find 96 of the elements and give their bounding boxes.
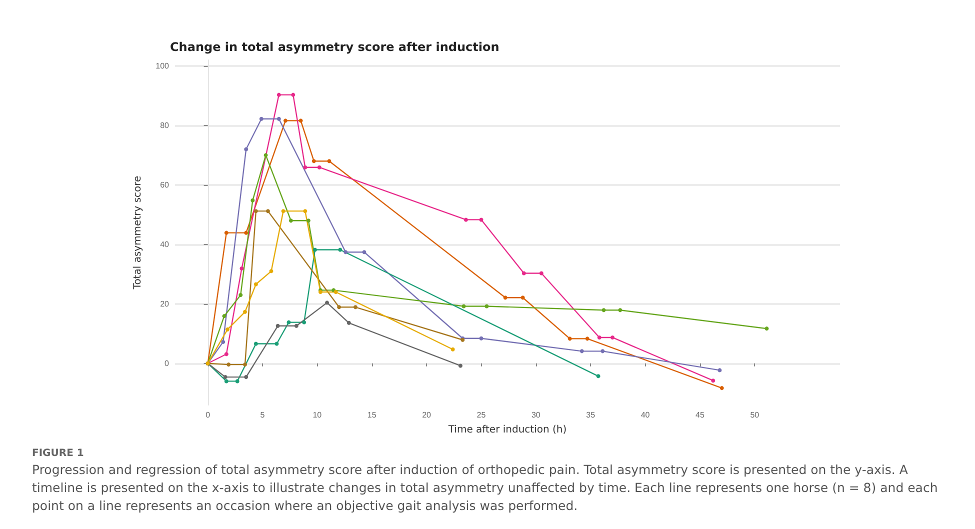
point [224, 352, 228, 356]
point [306, 218, 310, 223]
point [244, 375, 248, 380]
point [711, 378, 716, 383]
point [325, 300, 330, 305]
chart-title: Change in total asymmetry score after induction [170, 40, 500, 54]
point [313, 248, 317, 252]
point [303, 165, 308, 170]
x-tick-label: 5 [260, 410, 266, 420]
point [568, 336, 572, 341]
point [450, 347, 455, 352]
point [240, 266, 244, 270]
x-tick-label: 45 [696, 410, 705, 420]
text: Progression and regression of total asymmetry score after induction of orthopedic pain. Total asymmetry score is presented on the y-axis. A timeline is presented on the x-axis to illustrate changes in total asymmetry unaffected by time. Each line represents one horse (n = 8) and each point on a line represents an occasion where an objective gait analysis was performed. [32, 461, 939, 515]
point [243, 310, 247, 314]
point [338, 248, 342, 252]
x-tick-label: 20 [422, 410, 432, 420]
point [221, 340, 226, 344]
point [243, 362, 247, 367]
point [226, 362, 231, 367]
point [317, 165, 322, 170]
point [223, 375, 228, 380]
point [346, 320, 351, 325]
point [259, 116, 264, 121]
point [298, 118, 303, 123]
point [720, 386, 724, 390]
point [224, 230, 228, 235]
point [276, 92, 281, 97]
point [458, 364, 462, 368]
point [244, 147, 248, 152]
x-tick-label: 25 [476, 410, 486, 420]
y-axis-title: Total asymmetry score [132, 176, 144, 290]
point [503, 296, 508, 300]
x-tick-label: 30 [531, 410, 541, 420]
point [264, 153, 268, 158]
y-tick-label: 60 [160, 180, 170, 190]
y-tick-label: 100 [156, 61, 170, 70]
x-tick-label: 10 [312, 410, 322, 420]
caption: FIGURE 1 [32, 448, 85, 459]
point [291, 92, 296, 97]
point [226, 327, 230, 332]
point [224, 379, 228, 384]
y-tick-label: 0 [164, 358, 170, 368]
point [222, 314, 226, 318]
point [520, 296, 525, 300]
point [294, 324, 298, 328]
point [337, 305, 342, 310]
point [269, 269, 274, 274]
point [610, 335, 614, 340]
point [596, 374, 600, 378]
point [254, 282, 258, 286]
x-tick-label: 35 [586, 410, 596, 420]
point [276, 116, 281, 121]
point [479, 218, 484, 222]
point [462, 304, 466, 308]
point [580, 349, 584, 354]
point [244, 230, 248, 235]
y-tick-label: 40 [160, 240, 170, 249]
point [266, 209, 270, 214]
point [464, 218, 468, 222]
point [597, 335, 602, 340]
point [484, 304, 489, 308]
x-tick-label: 40 [640, 410, 650, 420]
point [254, 209, 258, 214]
point [618, 308, 622, 312]
point [283, 118, 288, 123]
y-tick-label: 20 [160, 299, 170, 308]
point [718, 368, 722, 372]
point [286, 320, 291, 324]
point [522, 271, 526, 276]
point [764, 326, 769, 331]
x-axis-title: Time after induction (h) [447, 424, 567, 436]
point [281, 209, 286, 214]
point [539, 271, 544, 276]
x-tick-label: 50 [750, 410, 760, 420]
x-tick-label: 0 [206, 410, 211, 420]
point [479, 336, 484, 340]
point [302, 320, 306, 324]
point [254, 342, 258, 346]
point [235, 379, 240, 384]
point [600, 349, 605, 354]
point [327, 159, 332, 164]
point [303, 209, 308, 214]
point [344, 250, 348, 254]
point [250, 198, 255, 202]
point [353, 305, 358, 310]
point [585, 336, 590, 341]
point [288, 218, 293, 223]
point [312, 159, 316, 164]
point [238, 292, 243, 297]
point [276, 324, 280, 328]
point [602, 308, 606, 312]
point [362, 250, 366, 254]
point [274, 342, 279, 346]
y-tick-label: 80 [160, 120, 170, 130]
x-tick-label: 15 [367, 410, 377, 420]
